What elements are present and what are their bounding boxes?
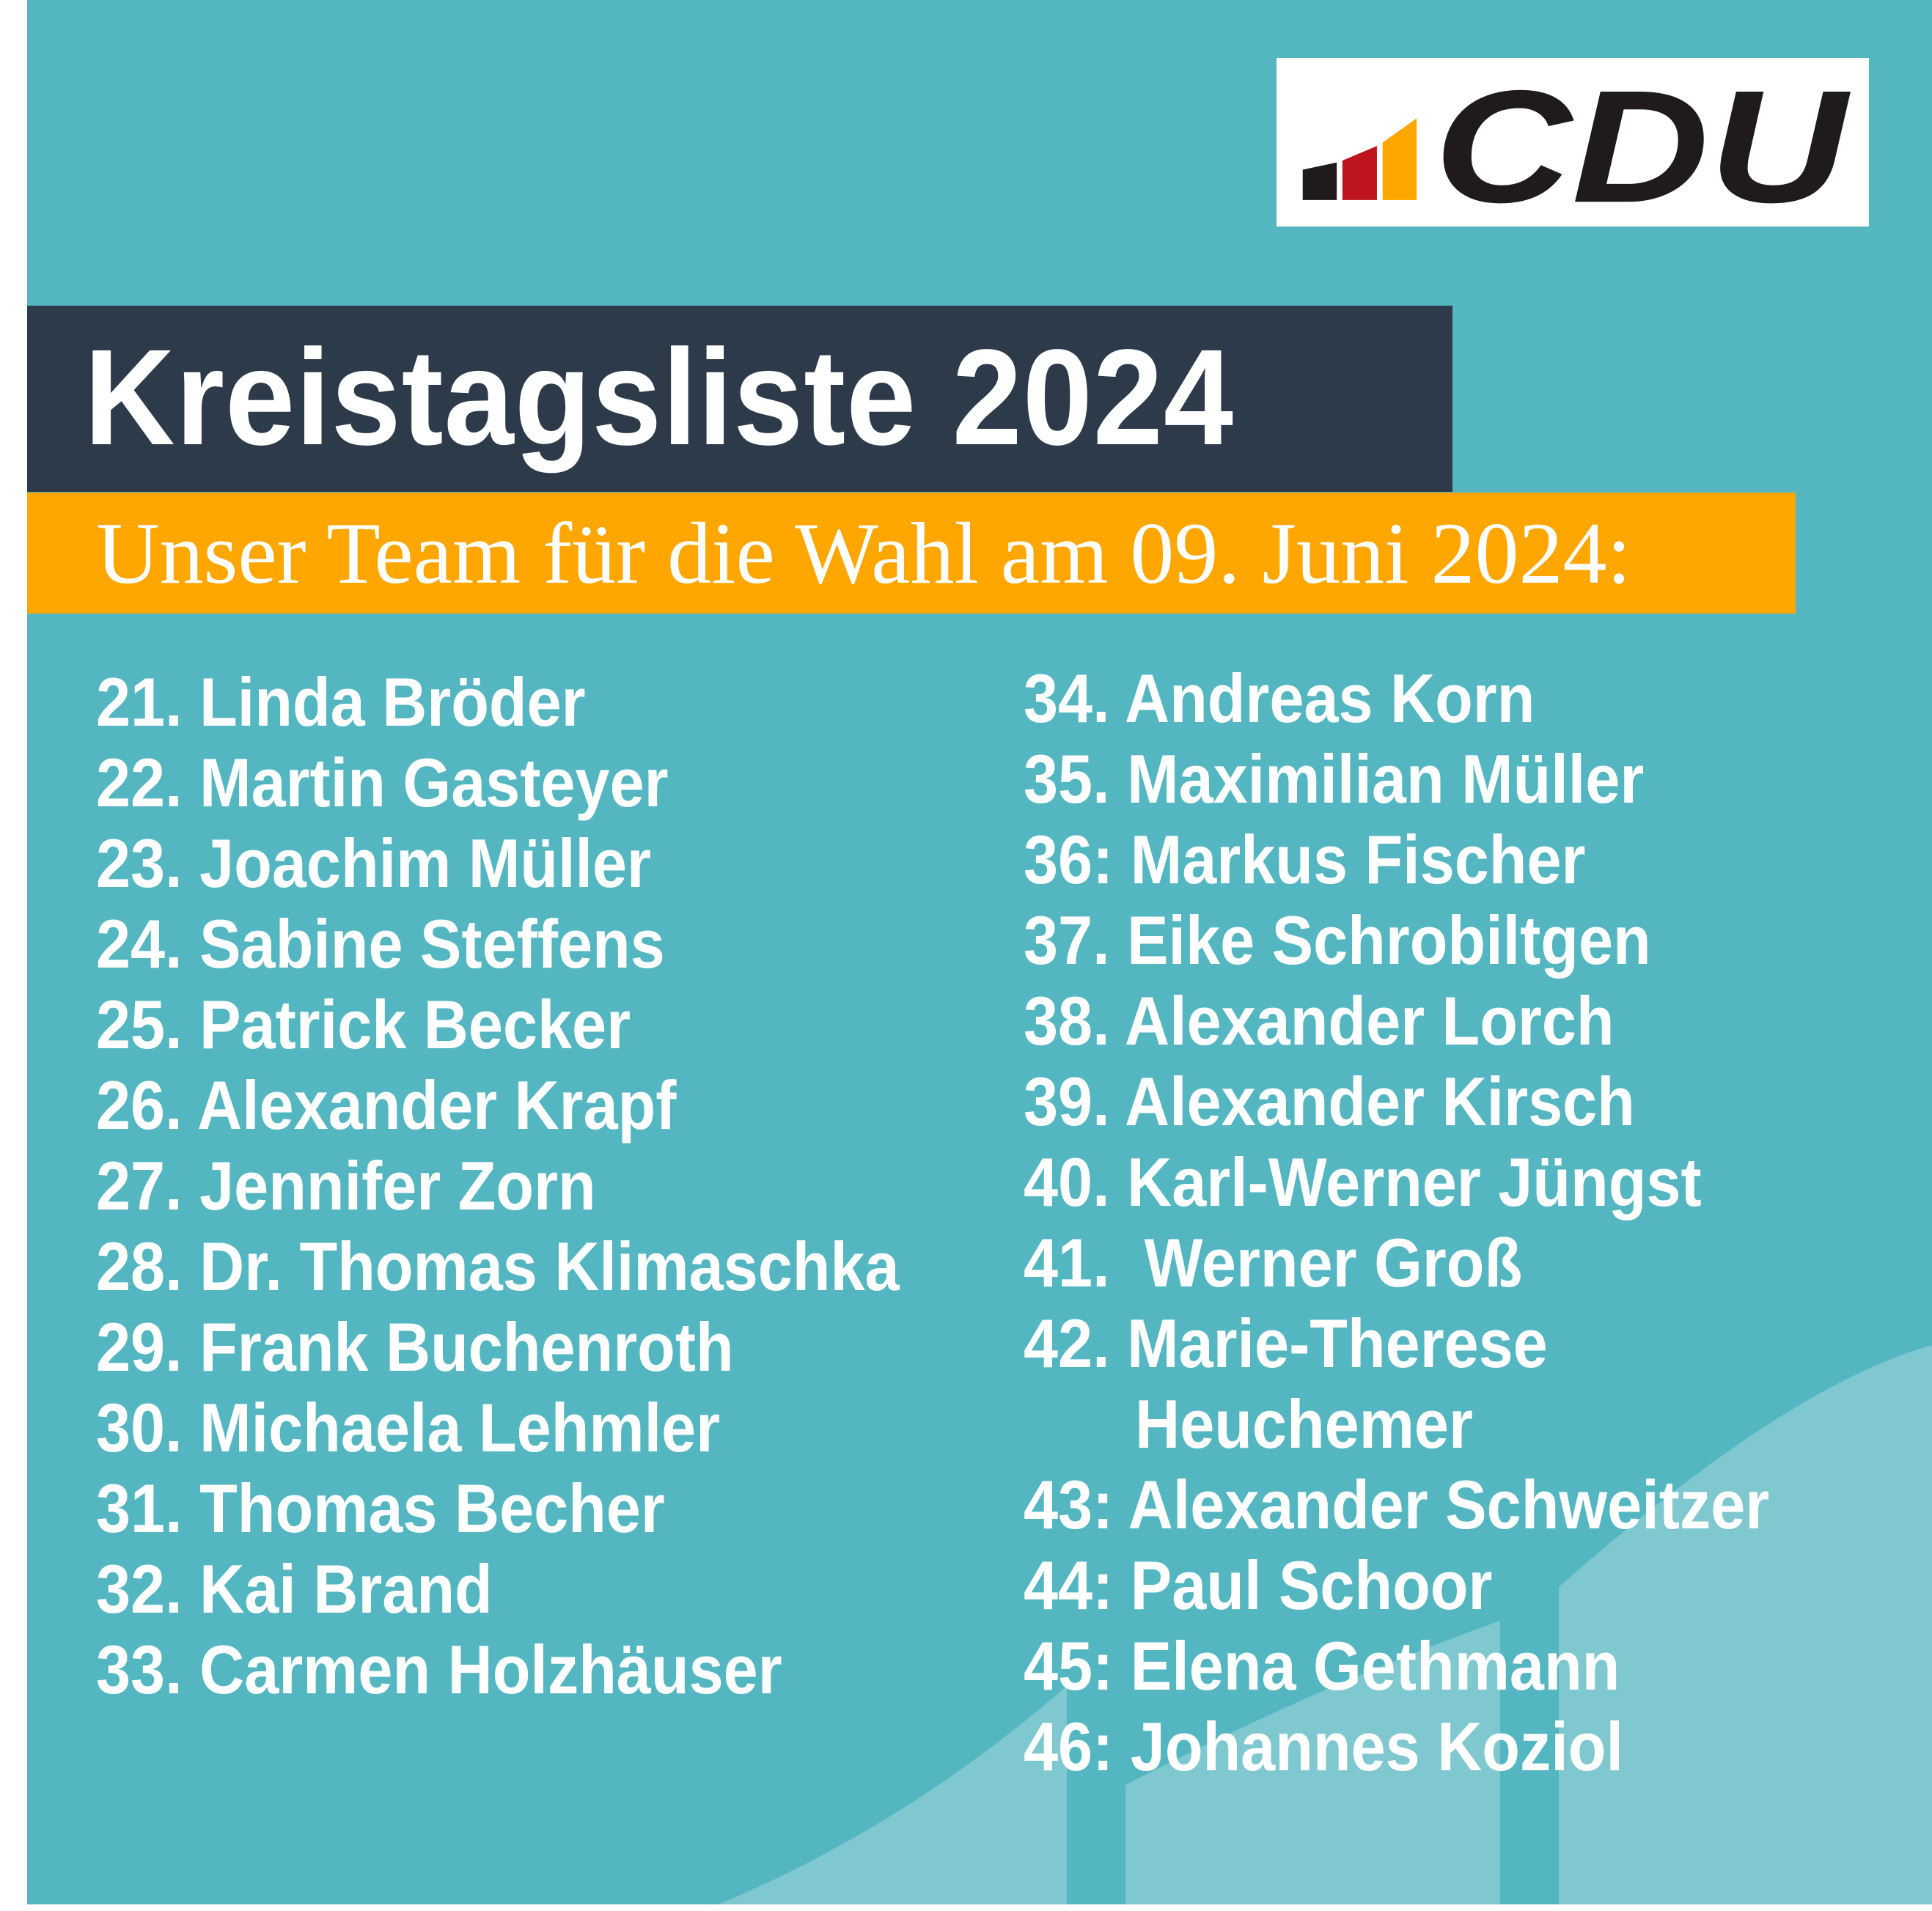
candidate-entry: 41. Werner Groß <box>1024 1224 1523 1301</box>
candidate-entry: 43: Alexander Schweitzer <box>1024 1466 1770 1543</box>
candidate-entry: 21. Linda Bröder <box>96 663 586 740</box>
logo-bar-black <box>1302 162 1337 200</box>
bg-shape-right <box>1559 1345 1932 1904</box>
candidate-entry: 46: Johannes Koziol <box>1024 1708 1623 1785</box>
bg-shape-middle <box>1125 1621 1500 1904</box>
candidate-entry: 37. Eike Schrobiltgen <box>1024 902 1651 979</box>
candidate-list-left: 21. Linda Bröder 22. Martin Gasteyer 23. J… <box>96 662 988 1710</box>
cdu-logo: CDU <box>1277 58 1869 227</box>
candidate-entry: 28. Dr. Thomas Klimaschka <box>96 1228 900 1305</box>
candidate-entry: 22. Martin Gasteyer <box>96 744 669 821</box>
page-subtitle: Unser Team für die Wahl am 09. Juni 2024… <box>96 504 1631 602</box>
poster-background: CDU Kreistagsliste 2024 Unser Team für d… <box>27 0 1932 1904</box>
candidate-entry: 38. Alexander Lorch <box>1024 982 1615 1059</box>
logo-bar-red <box>1342 146 1377 200</box>
candidate-entry: 40. Karl-Werner Jüngst <box>1024 1144 1702 1220</box>
candidate-entry: 44: Paul Schoor <box>1024 1547 1493 1624</box>
logo-bar-orange <box>1382 118 1417 200</box>
page-title: Kreistagsliste 2024 <box>84 322 1235 474</box>
candidate-entry: 33. Carmen Holzhäuser <box>96 1631 782 1708</box>
logo-text: CDU <box>1434 58 1852 227</box>
candidate-entry: 36: Markus Fischer <box>1024 821 1586 898</box>
candidate-entry: 35. Maximilian Müller <box>1024 740 1645 817</box>
candidate-entry: 24. Sabine Steffens <box>96 905 665 982</box>
candidate-entry: 30. Michaela Lehmler <box>96 1389 721 1466</box>
candidate-entry: 31. Thomas Becher <box>96 1470 665 1547</box>
candidate-entry: 39. Alexander Kirsch <box>1024 1063 1635 1140</box>
candidate-entry-continuation: Heuchemer <box>1135 1385 1473 1462</box>
candidate-entry: 42. Marie-Therese <box>1024 1305 1548 1382</box>
candidate-entry: 23. Joachim Müller <box>96 825 651 902</box>
candidate-entry: 45: Elena Gethmann <box>1024 1627 1620 1704</box>
candidate-entry: 25. Patrick Becker <box>96 986 631 1063</box>
background-shapes <box>719 1345 1932 1904</box>
candidate-entry: 26. Alexander Krapf <box>96 1067 677 1144</box>
candidate-list-right: 34. Andreas Korn 35. Maximilian Müller 36:… <box>1024 658 1852 1787</box>
candidate-entry: 34. Andreas Korn <box>1024 660 1535 737</box>
bg-shape-left <box>719 1686 1067 1904</box>
candidate-entry: 27. Jennifer Zorn <box>96 1147 596 1224</box>
candidate-entry: 32. Kai Brand <box>96 1550 493 1627</box>
title-bar: Kreistagsliste 2024 <box>27 306 1452 492</box>
candidate-entry: 29. Frank Buchenroth <box>96 1308 734 1385</box>
subtitle-bar: Unser Team für die Wahl am 09. Juni 2024… <box>27 493 1796 614</box>
